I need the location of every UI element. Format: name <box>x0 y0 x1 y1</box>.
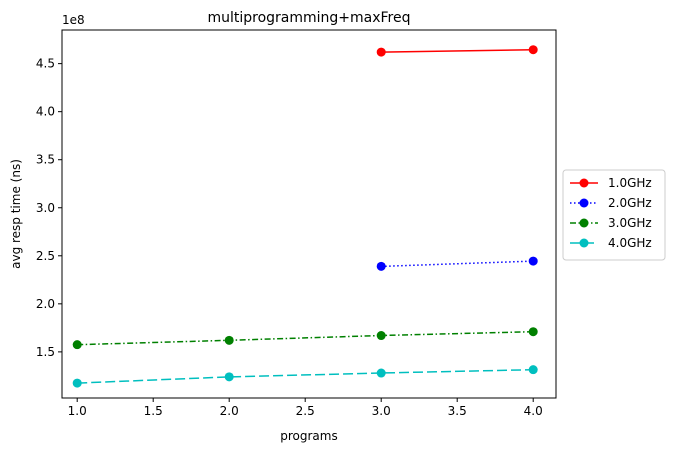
y-axis-label: avg resp time (ns) <box>9 159 23 269</box>
data-point-2-0ghz <box>376 261 386 271</box>
data-point-4-0ghz <box>528 365 538 375</box>
x-tick-label: 2.5 <box>296 404 315 418</box>
x-axis: 1.0 1.5 2.0 2.5 3.0 3.5 4.0 <box>68 398 543 418</box>
data-point-3-0ghz <box>72 340 82 350</box>
x-tick-label: 1.0 <box>68 404 87 418</box>
y-tick-label: 1.5 <box>36 345 55 359</box>
data-point-3-0ghz <box>224 335 234 345</box>
data-point-3-0ghz <box>376 331 386 341</box>
y-axis: 1.5 2.0 2.5 3.0 3.5 4.0 4.5 <box>36 57 62 359</box>
legend-marker-2-0ghz <box>579 198 589 208</box>
legend-label-2-0ghz: 2.0GHz <box>608 196 652 210</box>
y-tick-label: 4.0 <box>36 105 55 119</box>
legend-box <box>562 169 666 261</box>
y-offset-text: 1e8 <box>62 13 85 27</box>
y-tick-label: 2.5 <box>36 249 55 263</box>
legend-marker-3-0ghz <box>579 218 589 228</box>
x-tick-label: 4.0 <box>524 404 543 418</box>
series-line-4-0ghz <box>77 368 534 384</box>
legend-marker-4-0ghz <box>579 238 589 248</box>
x-tick-label: 3.0 <box>372 404 391 418</box>
legend-label-4-0ghz: 4.0GHz <box>608 236 652 250</box>
data-point-4-0ghz <box>376 368 386 378</box>
plot-area <box>72 45 538 388</box>
series-line-3-0ghz <box>77 330 534 346</box>
x-tick-label: 1.5 <box>144 404 163 418</box>
x-tick-label: 3.5 <box>448 404 467 418</box>
y-tick-label: 3.5 <box>36 153 55 167</box>
data-point-3-0ghz <box>528 327 538 337</box>
data-point-2-0ghz <box>528 256 538 266</box>
x-tick-label: 2.0 <box>220 404 239 418</box>
series-line-1-0ghz <box>381 48 534 53</box>
data-point-1-0ghz <box>528 45 538 55</box>
series-line-2-0ghz <box>381 260 534 268</box>
chart-title: multiprogramming+maxFreq <box>207 10 410 26</box>
legend-label-1-0ghz: 1.0GHz <box>608 176 652 190</box>
data-point-1-0ghz <box>376 47 386 57</box>
y-tick-label: 4.5 <box>36 57 55 71</box>
legend: 1.0GHz 2.0GHz 3.0GHz 4.0GHz <box>562 169 666 261</box>
legend-marker-1-0ghz <box>579 178 589 188</box>
y-tick-label: 3.0 <box>36 201 55 215</box>
plot-frame <box>61 29 557 399</box>
legend-label-3-0ghz: 3.0GHz <box>608 216 652 230</box>
data-point-4-0ghz <box>72 378 82 388</box>
x-axis-label: programs <box>280 429 337 443</box>
data-point-4-0ghz <box>224 372 234 382</box>
y-tick-label: 2.0 <box>36 297 55 311</box>
